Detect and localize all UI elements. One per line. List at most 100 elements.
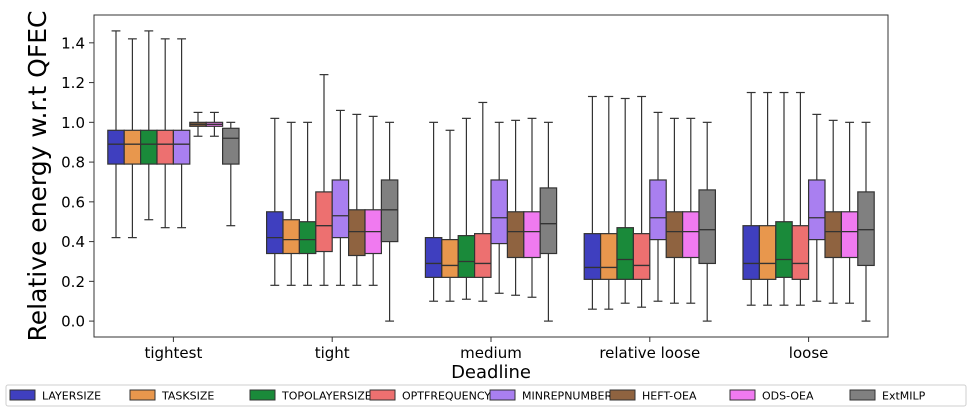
box-body <box>380 179 399 243</box>
box-ods-oea-relative-loose <box>681 117 700 304</box>
box-body <box>266 211 284 255</box>
box-tasksize-loose <box>758 91 777 306</box>
legend-item-heft-oea: HEFT-OEA <box>609 389 697 403</box>
x-tick-label: medium <box>460 344 522 362</box>
legend-item-minrepnumber: MINREPNUMBER <box>489 389 612 403</box>
box-body <box>315 191 333 253</box>
box-body <box>599 233 618 280</box>
box-extmilp-tight <box>380 121 399 322</box>
x-tick-label: relative loose <box>599 344 700 362</box>
box-body <box>807 179 826 241</box>
legend-label: ODS-OEA <box>762 390 814 403</box>
y-tick-label: 0.4 <box>61 233 85 251</box>
box-body <box>156 129 174 165</box>
box-body <box>123 129 142 165</box>
box-body <box>649 179 667 241</box>
legend-label: TASKSIZE <box>161 390 214 403</box>
x-tick-label: tight <box>315 344 350 362</box>
box-topolayersize-medium <box>457 117 476 300</box>
x-tick-label: tightest <box>144 344 202 362</box>
legend-swatch <box>729 389 756 401</box>
box-optfrequency-loose <box>791 91 810 306</box>
box-layersize-relative-loose <box>583 95 602 310</box>
y-axis-title: Relative energy w.r.t QFEC <box>23 11 52 342</box>
legend-item-layersize: LAYERSIZE <box>9 389 101 403</box>
box-body <box>140 129 158 165</box>
box-optfrequency-medium <box>474 101 492 302</box>
legend-label: LAYERSIZE <box>42 390 101 403</box>
box-body <box>172 129 191 165</box>
x-axis-title: Deadline <box>451 362 531 383</box>
legend-item-optfrequency: OPTFREQUENCY <box>369 389 491 403</box>
box-body <box>348 209 366 257</box>
box-body <box>840 211 859 259</box>
box-ods-oea-medium <box>523 117 541 298</box>
box-body <box>681 211 700 259</box>
box-body <box>775 221 793 278</box>
legend-swatch <box>489 389 516 401</box>
box-optfrequency-tightest <box>156 38 174 229</box>
y-tick-label: 0.0 <box>61 313 85 331</box>
box-topolayersize-tightest <box>140 30 158 221</box>
box-heft-oea-loose <box>824 119 842 304</box>
box-extmilp-relative-loose <box>698 121 716 322</box>
box-optfrequency-tight <box>315 74 333 286</box>
legend-swatch <box>129 389 156 401</box>
legend: LAYERSIZE TASKSIZE TOPOLAYERSIZE OPTFREQUEN… <box>5 384 967 407</box>
box-body <box>632 233 651 280</box>
legend-label: OPTFREQUENCY <box>402 390 491 403</box>
box-tasksize-tightest <box>123 38 142 239</box>
box-topolayersize-relative-loose <box>616 97 634 304</box>
box-layersize-tight <box>266 117 284 286</box>
box-topolayersize-loose <box>775 91 793 306</box>
box-heft-oea-tightest <box>189 111 207 137</box>
box-body <box>539 187 558 255</box>
box-minrepnumber-tight <box>331 109 350 286</box>
box-body <box>282 219 300 255</box>
box-body <box>616 227 634 280</box>
box-body <box>665 211 684 259</box>
legend-item-tasksize: TASKSIZE <box>129 389 214 403</box>
box-body <box>490 179 508 245</box>
legend-label: ExtMILP <box>882 390 926 403</box>
box-body <box>506 211 525 259</box>
legend-label: HEFT-OEA <box>642 390 697 403</box>
box-body <box>758 225 777 280</box>
box-body <box>331 179 350 239</box>
box-body <box>742 225 760 280</box>
box-tasksize-relative-loose <box>599 95 618 310</box>
legend-item-topolayersize: TOPOLAYERSIZE <box>249 389 372 403</box>
box-body <box>298 221 317 255</box>
box-minrepnumber-loose <box>807 113 826 302</box>
boxes-layer <box>107 30 875 322</box>
legend-item-ods-oea: ODS-OEA <box>729 389 814 403</box>
box-heft-oea-medium <box>506 119 525 296</box>
box-heft-oea-relative-loose <box>665 117 684 304</box>
box-body <box>424 237 443 278</box>
box-ods-oea-tight <box>364 115 382 286</box>
box-body <box>457 235 476 278</box>
y-tick-label: 0.6 <box>61 193 85 211</box>
legend-label: TOPOLAYERSIZE <box>281 390 372 403</box>
box-tasksize-tight <box>282 121 300 286</box>
box-minrepnumber-relative-loose <box>649 111 667 302</box>
box-optfrequency-relative-loose <box>632 95 651 308</box>
legend-label: MINREPNUMBER <box>522 390 612 403</box>
y-axis: 0.0 0.2 0.4 0.6 0.8 1.0 1.2 1.4 <box>61 34 94 331</box>
box-ods-oea-tightest <box>205 111 224 137</box>
box-extmilp-loose <box>857 121 875 322</box>
y-tick-label: 1.4 <box>61 34 85 52</box>
box-body <box>824 211 842 259</box>
box-tasksize-medium <box>441 129 459 302</box>
box-minrepnumber-medium <box>490 121 508 294</box>
box-extmilp-tightest <box>222 121 240 227</box>
box-body <box>222 127 240 165</box>
y-tick-label: 1.2 <box>61 74 85 92</box>
box-extmilp-medium <box>539 121 558 322</box>
box-body <box>107 129 125 165</box>
box-body <box>698 189 716 265</box>
box-ods-oea-loose <box>840 121 859 304</box>
box-body <box>583 233 602 280</box>
y-tick-label: 1.0 <box>61 114 85 132</box>
